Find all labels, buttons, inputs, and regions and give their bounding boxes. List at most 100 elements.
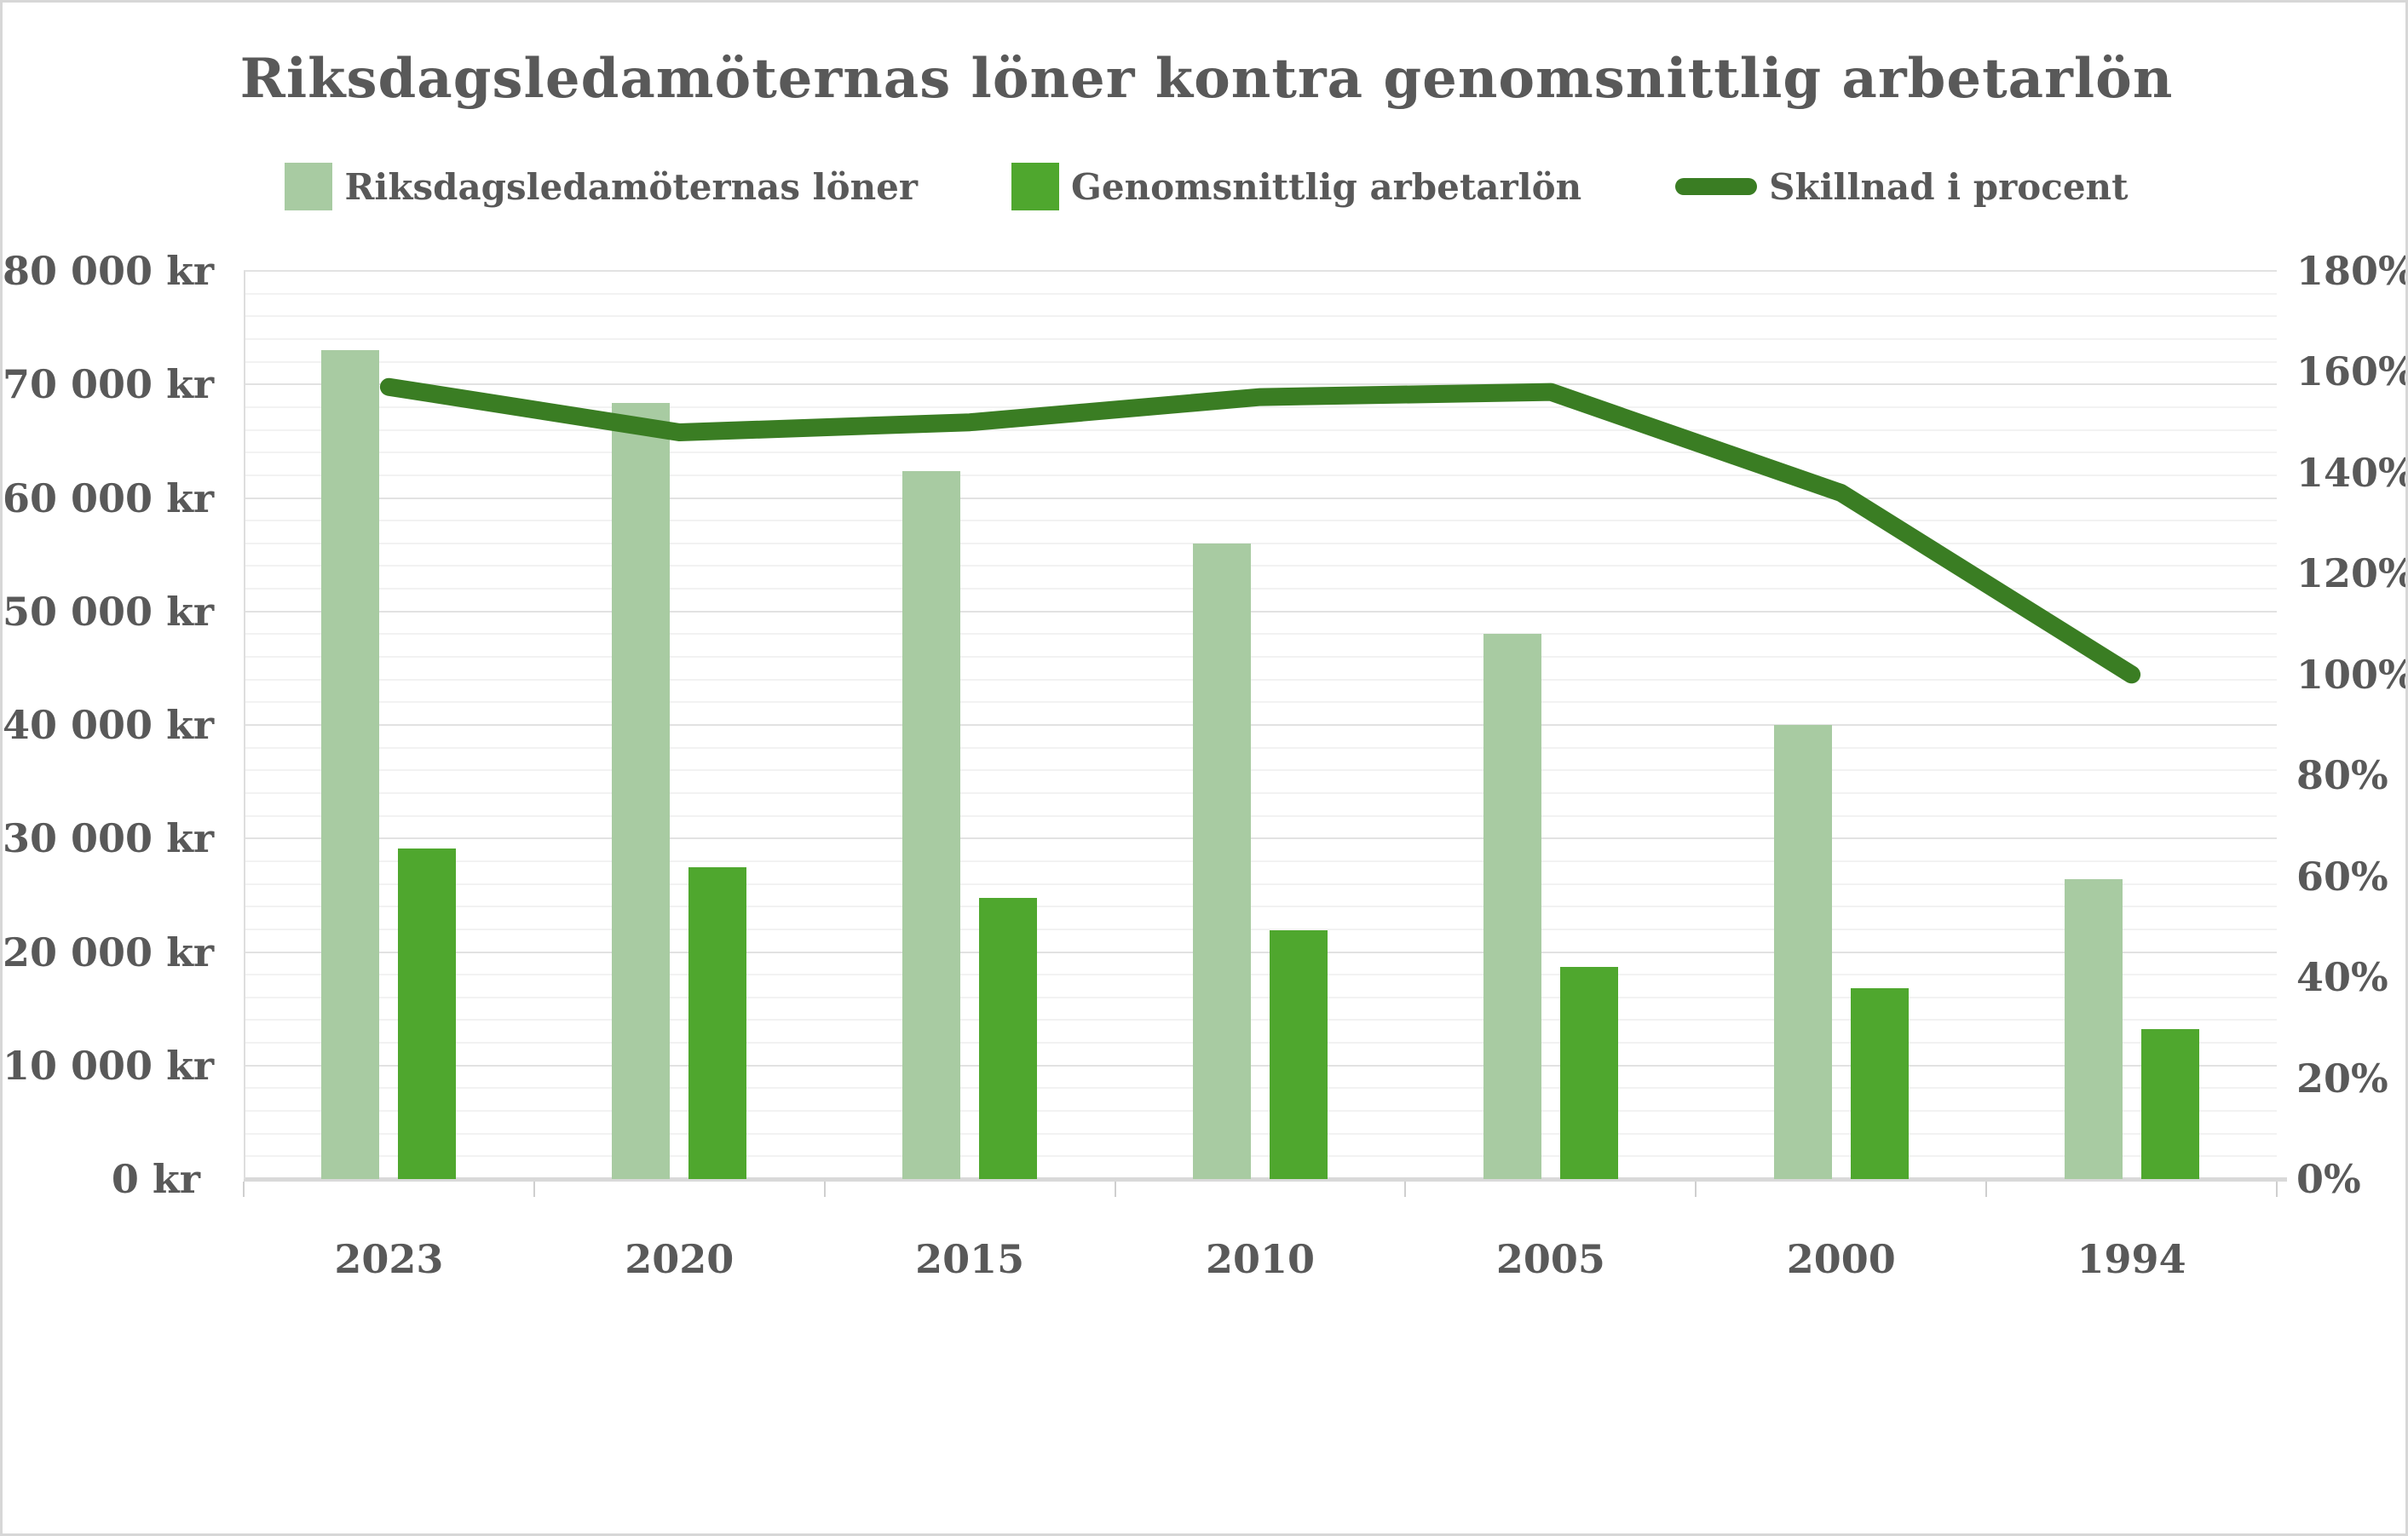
bar-worker-salary-1994 bbox=[2140, 1029, 2199, 1179]
chart-legend: Riksdagsledamöternas löner Genomsnittlig… bbox=[3, 163, 2405, 210]
gridline-minor bbox=[244, 1087, 2277, 1090]
right-axis-tick-label: 20% bbox=[2296, 1055, 2388, 1102]
gridline-major bbox=[244, 270, 2277, 272]
left-axis-tick-label: 60 000 kr bbox=[3, 475, 215, 521]
right-axis-tick-label: 160% bbox=[2296, 348, 2408, 395]
bar-riksdag-salary-1994 bbox=[2064, 879, 2123, 1179]
plot-area: 80 000 kr 70 000 kr 60 000 kr 50 000 kr 40 0… bbox=[3, 3, 2408, 1533]
legend-line-swatch-icon bbox=[1675, 178, 1758, 195]
x-axis-label-2023: 2023 bbox=[334, 1236, 444, 1282]
gridline-minor bbox=[244, 769, 2277, 772]
bar-riksdag-salary-2015 bbox=[902, 470, 961, 1179]
left-axis-tick-label: 30 000 kr bbox=[3, 815, 215, 862]
x-axis-label-2010: 2010 bbox=[1205, 1236, 1316, 1282]
x-axis-line bbox=[244, 1177, 2287, 1182]
bar-worker-salary-2015 bbox=[979, 897, 1038, 1179]
gridline-major bbox=[244, 497, 2277, 499]
gridline-minor bbox=[244, 633, 2277, 636]
x-axis-label-2005: 2005 bbox=[1495, 1236, 1605, 1282]
bar-riksdag-salary-2010 bbox=[1193, 543, 1251, 1179]
category-boundary-tick bbox=[1985, 1182, 1988, 1197]
gridline-minor bbox=[244, 406, 2277, 408]
category-boundary-tick bbox=[1114, 1182, 1116, 1197]
gridline-minor bbox=[244, 1019, 2277, 1021]
gridline-major bbox=[244, 610, 2277, 613]
bar-riksdag-salary-2020 bbox=[612, 402, 671, 1179]
bar-worker-salary-2023 bbox=[398, 849, 457, 1179]
gridline-minor bbox=[244, 656, 2277, 659]
gridline-minor bbox=[244, 588, 2277, 590]
right-axis-tick-label: 180% bbox=[2296, 248, 2408, 294]
bar-riksdag-salary-2000 bbox=[1773, 725, 1832, 1179]
gridline-minor bbox=[244, 906, 2277, 908]
gridline-minor bbox=[244, 678, 2277, 681]
gridline-minor bbox=[244, 883, 2277, 885]
gridline-minor bbox=[244, 360, 2277, 363]
chart-title: Riksdagsledamöternas löner kontra genoms… bbox=[239, 47, 2174, 111]
left-axis-tick-label: 10 000 kr bbox=[3, 1042, 215, 1089]
gridline-minor bbox=[244, 996, 2277, 998]
bar-worker-salary-2020 bbox=[688, 866, 747, 1179]
gridline-minor bbox=[244, 1110, 2277, 1113]
bar-worker-salary-2000 bbox=[1850, 988, 1909, 1179]
gridline-major bbox=[244, 383, 2277, 386]
gridline-minor bbox=[244, 542, 2277, 544]
right-axis-tick-label: 40% bbox=[2296, 954, 2388, 1001]
gridline-minor bbox=[244, 1132, 2277, 1135]
legend-item-worker-salary: Genomsnittlig arbetarlön bbox=[1011, 163, 1581, 210]
category-boundary-tick bbox=[1404, 1182, 1407, 1197]
gridline-major bbox=[244, 724, 2277, 726]
category-boundary-tick bbox=[1695, 1182, 1697, 1197]
left-axis-tick-label: 0 kr bbox=[111, 1156, 200, 1202]
gridline-minor bbox=[244, 746, 2277, 749]
x-axis-label-2000: 2000 bbox=[1786, 1236, 1896, 1282]
x-axis-label-2020: 2020 bbox=[625, 1236, 734, 1282]
left-axis-tick-label: 50 000 kr bbox=[3, 588, 215, 635]
x-axis-label-2015: 2015 bbox=[915, 1236, 1025, 1282]
legend-item-difference-percent: Skillnad i procent bbox=[1675, 165, 2129, 208]
bar-riksdag-salary-2005 bbox=[1483, 634, 1541, 1179]
legend-bar-swatch-light-icon bbox=[285, 163, 333, 210]
category-boundary-tick bbox=[823, 1182, 826, 1197]
left-axis-tick-label: 20 000 kr bbox=[3, 929, 215, 975]
bar-riksdag-salary-2023 bbox=[321, 350, 380, 1179]
gridline-minor bbox=[244, 860, 2277, 862]
legend-label-worker-salary: Genomsnittlig arbetarlön bbox=[1071, 165, 1582, 208]
gridline-minor bbox=[244, 791, 2277, 794]
right-axis-tick-label: 80% bbox=[2296, 752, 2388, 799]
gridline-minor bbox=[244, 520, 2277, 522]
category-boundary-tick bbox=[243, 1182, 245, 1197]
x-axis-label-1994: 1994 bbox=[2077, 1236, 2186, 1282]
gridline-minor bbox=[244, 315, 2277, 318]
gridline-minor bbox=[244, 1155, 2277, 1158]
gridline-minor bbox=[244, 1042, 2277, 1044]
right-axis-tick-label: 100% bbox=[2296, 651, 2408, 698]
gridline-minor bbox=[244, 337, 2277, 340]
right-axis-tick-label: 120% bbox=[2296, 550, 2408, 597]
category-boundary-tick bbox=[2276, 1182, 2278, 1197]
legend-label-difference-percent: Skillnad i procent bbox=[1769, 165, 2129, 208]
legend-item-riksdag-salary: Riksdagsledamöternas löner bbox=[285, 163, 918, 210]
bar-worker-salary-2005 bbox=[1559, 966, 1618, 1179]
right-axis-tick-label: 140% bbox=[2296, 449, 2408, 496]
gridline-minor bbox=[244, 452, 2277, 454]
gridline-major bbox=[244, 837, 2277, 840]
gridline-minor bbox=[244, 429, 2277, 431]
legend-label-riksdag-salary: Riksdagsledamöternas löner bbox=[344, 165, 919, 208]
left-axis-tick-label: 80 000 kr bbox=[3, 248, 215, 294]
gridline-minor bbox=[244, 974, 2277, 976]
left-axis-tick-label: 40 000 kr bbox=[3, 702, 215, 748]
gridline-minor bbox=[244, 474, 2277, 476]
gridline-minor bbox=[244, 292, 2277, 295]
gridline-minor bbox=[244, 814, 2277, 817]
gridline-minor bbox=[244, 565, 2277, 567]
y-axis-line bbox=[244, 271, 245, 1179]
left-axis-tick-label: 70 000 kr bbox=[3, 361, 215, 408]
gridline-minor bbox=[244, 928, 2277, 930]
right-axis-tick-label: 0% bbox=[2296, 1156, 2361, 1202]
gridline-major bbox=[244, 1064, 2277, 1067]
legend-bar-swatch-dark-icon bbox=[1011, 163, 1060, 210]
gridline-major bbox=[244, 951, 2277, 953]
right-axis-tick-label: 60% bbox=[2296, 853, 2388, 900]
